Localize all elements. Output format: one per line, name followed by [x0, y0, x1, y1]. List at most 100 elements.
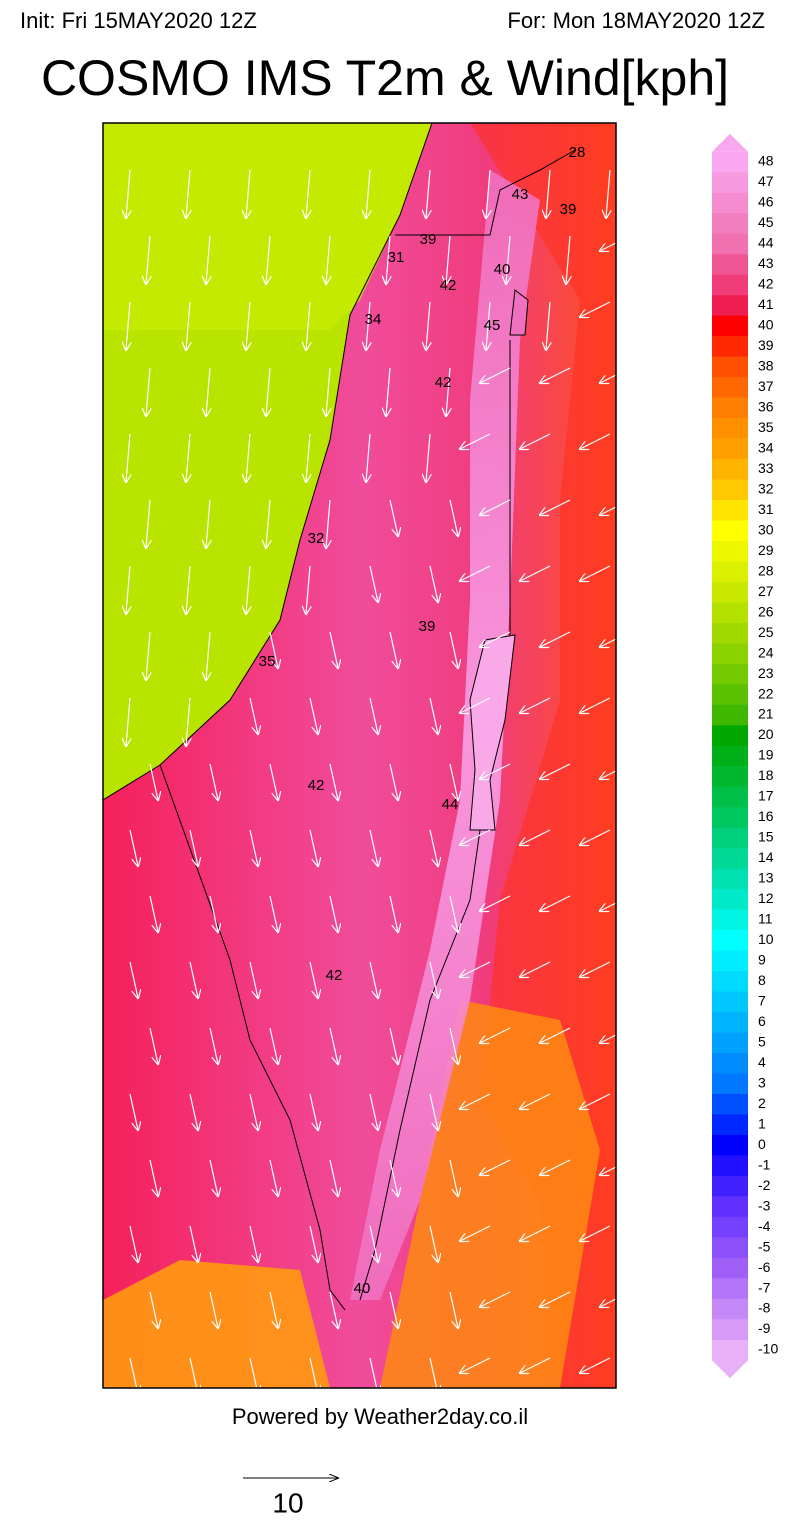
temperature-label: 45 [484, 317, 501, 334]
wind-arrow [129, 1225, 138, 1262]
init-time: Init: Fri 15MAY2020 12Z [20, 8, 257, 33]
colorbar-label: -9 [758, 1320, 771, 1336]
temperature-label: 39 [420, 231, 437, 248]
wind-arrow [329, 1291, 338, 1328]
wind-arrow [329, 1159, 338, 1196]
colorbar-swatch [712, 684, 748, 706]
wind-arrow [429, 961, 438, 998]
colorbar-label: -3 [758, 1197, 771, 1213]
wind-arrow [206, 235, 210, 284]
wind-arrow [446, 367, 450, 416]
colorbar-label: -2 [758, 1177, 771, 1193]
wind-arrow [329, 1027, 338, 1064]
wind-arrow [209, 1027, 218, 1064]
wind-arrow [600, 242, 616, 251]
wind-arrow [389, 895, 398, 932]
colorbar-swatch [712, 622, 748, 644]
colorbar-cap [712, 1360, 748, 1379]
colorbar-label: 11 [758, 911, 773, 927]
wind-arrow [129, 829, 138, 866]
wind-arrow [460, 961, 491, 977]
colorbar-label: 7 [758, 992, 766, 1008]
wind-arrow [546, 301, 550, 350]
colorbar-swatch [712, 930, 748, 952]
wind-arrow [269, 1027, 278, 1064]
wind-arrow [129, 961, 138, 998]
colorbar-swatch [712, 213, 748, 235]
colorbar-swatch [712, 1278, 748, 1300]
wind-arrow [480, 1027, 511, 1043]
colorbar-swatch [712, 274, 748, 296]
colorbar-swatch [712, 561, 748, 583]
wind-arrow [126, 565, 130, 614]
wind-arrow [209, 895, 218, 932]
temperature-label: 42 [308, 777, 325, 794]
wind-arrows [126, 169, 616, 1388]
wind-arrow [449, 895, 458, 932]
colorbar-label: 8 [758, 972, 766, 988]
wind-arrow [369, 829, 378, 866]
wind-arrow [249, 697, 258, 734]
colorbar-label: 26 [758, 603, 774, 619]
wind-arrow [129, 1357, 138, 1388]
wind-arrow [369, 961, 378, 998]
lake [509, 289, 529, 336]
colorbar-label: 19 [758, 747, 774, 763]
wind-arrow [329, 631, 338, 668]
wind-arrow [186, 697, 190, 746]
wind-arrow [306, 565, 310, 614]
wind-arrow [369, 1225, 378, 1262]
temperature-label: 39 [419, 618, 436, 635]
colorbar-swatch [712, 786, 748, 808]
colorbar-label: 27 [758, 583, 774, 599]
colorbar-label: -10 [758, 1341, 778, 1357]
wind-arrow [540, 763, 571, 779]
wind-arrow [480, 499, 511, 515]
colorbar-label: 22 [758, 685, 774, 701]
colorbar-swatch [712, 807, 748, 829]
colorbar-swatch [712, 1216, 748, 1238]
colorbar-label: 28 [758, 562, 774, 578]
colorbar-label: 48 [758, 153, 774, 169]
colorbar-swatch [712, 1319, 748, 1341]
wind-arrow [326, 367, 330, 416]
wind-arrow [149, 895, 158, 932]
wind-arrow [389, 763, 398, 800]
colorbar-label: -5 [758, 1238, 771, 1254]
wind-arrow [149, 1159, 158, 1196]
colorbar-swatch [712, 1257, 748, 1279]
wind-arrow [449, 1159, 458, 1196]
wind-arrow [366, 169, 370, 218]
wind-arrow [546, 169, 550, 218]
colorbar-label: 6 [758, 1013, 766, 1029]
wind-arrow [266, 367, 270, 416]
wind-arrow [389, 1291, 398, 1328]
wind-arrow [266, 235, 270, 284]
wind-arrow [249, 829, 258, 866]
wind-arrow [566, 235, 570, 284]
colorbar-swatch [712, 581, 748, 603]
map-frame [102, 122, 617, 1389]
colorbar-swatch [712, 1237, 748, 1259]
colorbar-swatch [712, 827, 748, 849]
wind-arrow [306, 433, 310, 482]
colorbar-swatch [712, 868, 748, 890]
wind-arrow [249, 1357, 258, 1388]
colorbar-label: 43 [758, 255, 774, 271]
wind-arrow [506, 235, 510, 284]
wind-arrow [369, 1357, 378, 1388]
colorbar-swatch [712, 479, 748, 501]
colorbar-swatch [712, 1032, 748, 1054]
colorbar-label: 16 [758, 808, 774, 824]
colorbar-swatch [712, 704, 748, 726]
wind-arrow [369, 1093, 378, 1130]
colorbar-label: 3 [758, 1074, 766, 1090]
colorbar-swatch [712, 1053, 748, 1074]
wind-arrow [486, 301, 490, 350]
colorbar-label: -1 [758, 1156, 771, 1172]
wind-arrow [460, 433, 491, 449]
wind-arrow [540, 1159, 571, 1175]
colorbar-swatch [712, 295, 748, 317]
colorbar-label: 18 [758, 767, 774, 783]
wind-arrow [580, 1225, 611, 1241]
